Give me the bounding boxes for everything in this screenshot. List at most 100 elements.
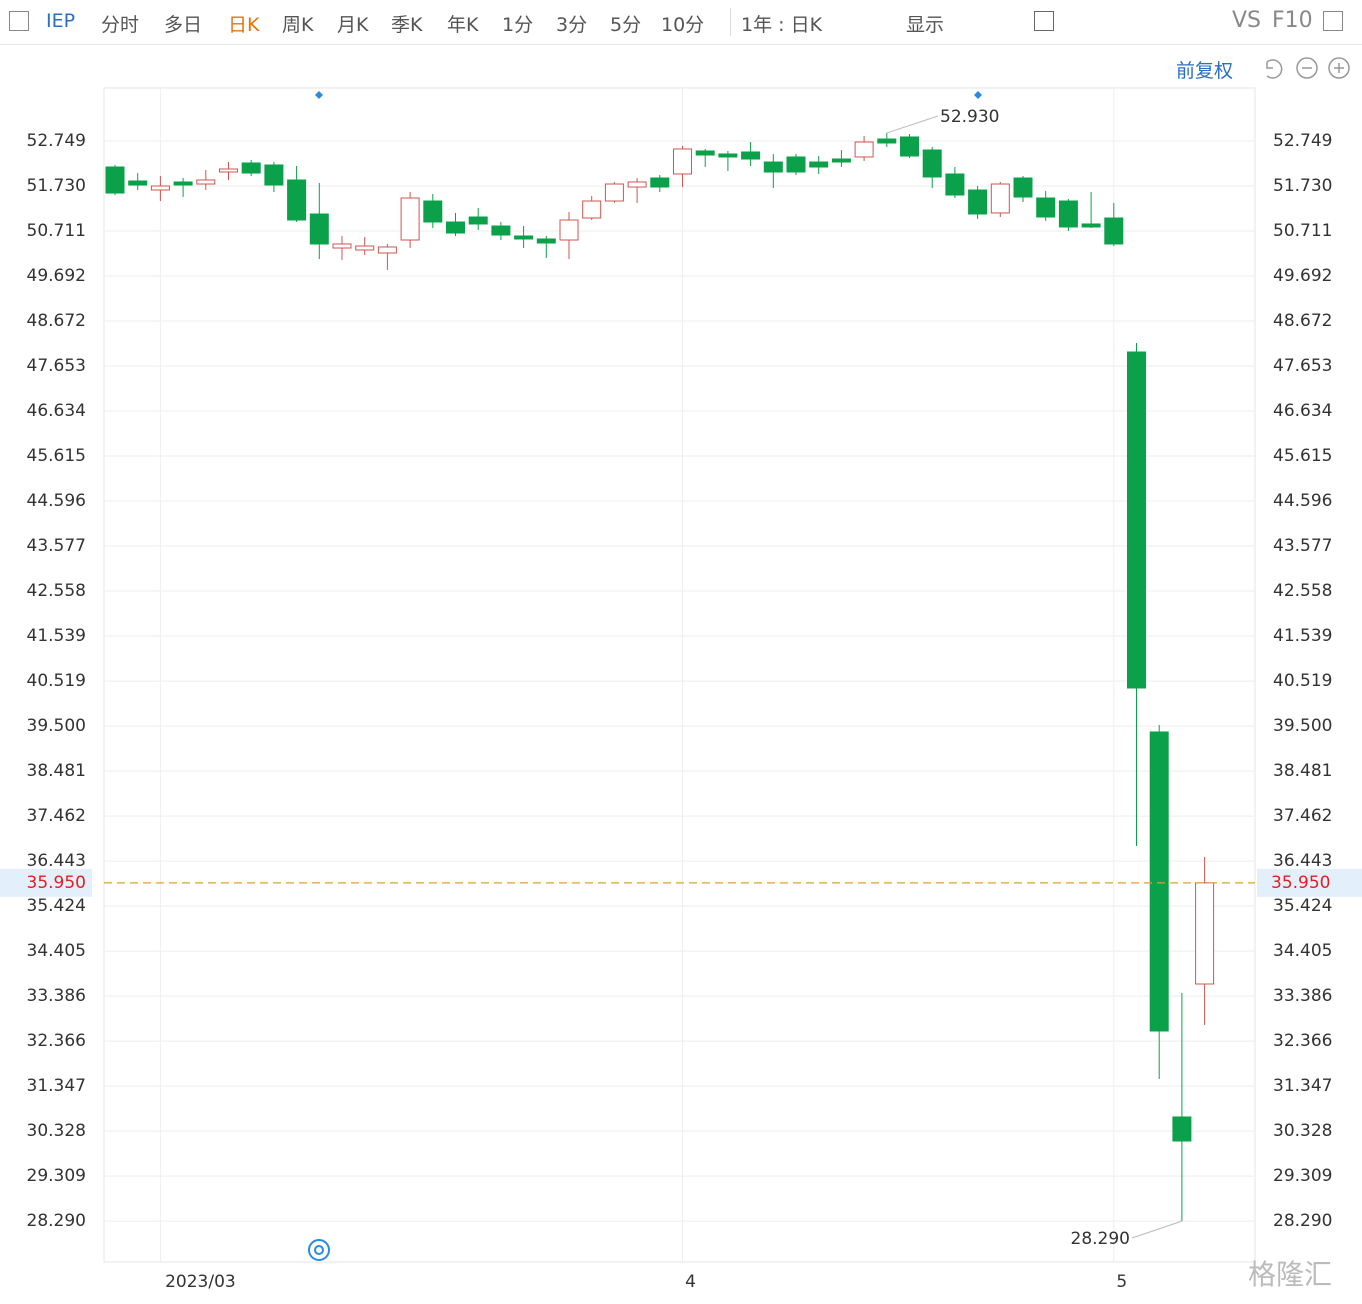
y-tick-label: 41.539: [27, 626, 86, 646]
candle-body: [196, 179, 216, 185]
y-tick-label-right: 48.672: [1273, 311, 1332, 331]
y-tick-label: 48.672: [27, 311, 86, 331]
candle-body: [219, 168, 238, 173]
period-tab[interactable]: 分时: [101, 14, 140, 36]
event-marker[interactable]: [315, 91, 323, 99]
candle-body: [287, 179, 307, 221]
candle-body: [514, 235, 534, 240]
candle-body: [491, 225, 511, 236]
y-tick-label-right: 28.290: [1273, 1211, 1332, 1231]
y-tick-label: 51.730: [27, 176, 86, 196]
x-tick-label: 2023/03: [165, 1272, 236, 1292]
candle-body: [400, 197, 420, 241]
y-tick-label: 32.366: [27, 1031, 86, 1051]
y-tick-label-right: 31.347: [1273, 1076, 1332, 1096]
period-tab[interactable]: 周K: [282, 14, 314, 36]
y-tick-label: 35.424: [27, 896, 86, 916]
y-tick-label: 31.347: [27, 1076, 86, 1096]
min-leader: [1131, 1220, 1183, 1239]
candle-body: [105, 166, 125, 194]
candle-body: [536, 238, 556, 244]
sidebar-toggle[interactable]: [9, 11, 29, 31]
candle-body: [990, 183, 1010, 214]
adjust-button[interactable]: 前复权: [1176, 60, 1234, 82]
candle-body: [264, 164, 284, 186]
y-tick-label: 36.443: [27, 851, 86, 871]
plot-frame: [103, 87, 1256, 1263]
zoom-in[interactable]: [1328, 57, 1350, 79]
price-tag-bg: [1257, 868, 1362, 897]
candle-body: [1058, 200, 1078, 228]
candle-body: [900, 136, 919, 157]
y-tick-label-right: 43.577: [1273, 536, 1332, 556]
y-tick-label-right: 35.424: [1273, 896, 1332, 916]
event-marker[interactable]: [974, 91, 982, 99]
y-tick-label-right: 45.615: [1273, 446, 1332, 466]
candle-body: [673, 148, 692, 175]
zoom-out[interactable]: [1296, 57, 1318, 79]
candle-body: [377, 246, 397, 254]
y-tick-label-right: 39.500: [1273, 716, 1332, 736]
candle-body: [809, 161, 829, 168]
period-tab[interactable]: 5分: [610, 14, 642, 36]
display-menu[interactable]: 显示: [906, 14, 945, 36]
panel-toggle[interactable]: [1323, 11, 1343, 31]
max-leader: [886, 115, 939, 134]
y-tick-label-right: 44.596: [1273, 491, 1332, 511]
chart-controls: [1266, 57, 1350, 79]
zoom-in-icon: [1334, 63, 1344, 73]
current-price-label-right: 35.950: [1271, 873, 1330, 893]
candle-body: [1081, 223, 1101, 228]
candle-body: [332, 243, 352, 249]
y-tick-label: 44.596: [27, 491, 86, 511]
candle-body: [446, 221, 465, 234]
candle-body: [1036, 197, 1056, 218]
period-tab[interactable]: 3分: [556, 14, 588, 36]
y-tick-label-right: 40.519: [1273, 671, 1332, 691]
period-tab[interactable]: 10分: [661, 14, 705, 36]
period-tab[interactable]: 月K: [337, 14, 369, 36]
y-tick-label-right: 37.462: [1273, 806, 1332, 826]
y-tick-label-right: 29.309: [1273, 1166, 1332, 1186]
y-tick-label-right: 52.749: [1273, 131, 1332, 151]
candle-body: [831, 158, 851, 163]
y-tick-label-right: 49.692: [1273, 266, 1332, 286]
y-tick-label-right: 50.711: [1273, 221, 1332, 241]
y-tick-label-right: 46.634: [1273, 401, 1332, 421]
period-tab[interactable]: 年K: [447, 14, 479, 36]
candle-body: [582, 200, 602, 219]
f10-button[interactable]: F10: [1272, 8, 1313, 33]
period-tab[interactable]: 多日: [164, 14, 203, 36]
candle-body: [423, 200, 443, 223]
y-tick-label: 49.692: [27, 266, 86, 286]
undo-button[interactable]: [1266, 59, 1283, 79]
candle-body: [559, 219, 579, 241]
candle-body: [854, 141, 874, 158]
candle-body: [922, 149, 942, 178]
event-icon[interactable]: [308, 1239, 330, 1261]
y-tick-label: 38.481: [27, 761, 86, 781]
period-tab[interactable]: 日K: [228, 14, 260, 36]
candle-body: [695, 150, 715, 156]
period-tab[interactable]: 季K: [391, 14, 423, 36]
y-tick-label: 47.653: [27, 356, 86, 376]
y-tick-label: 43.577: [27, 536, 86, 556]
symbol[interactable]: IEP: [46, 10, 76, 32]
draw-box[interactable]: [1034, 11, 1054, 31]
period-tab[interactable]: 1分: [502, 14, 534, 36]
y-tick-label: 46.634: [27, 401, 86, 421]
y-tick-label: 30.328: [27, 1121, 86, 1141]
candle-body: [604, 183, 624, 202]
price-tag-bg: [0, 868, 92, 897]
candle-body: [627, 181, 647, 188]
y-tick-label-right: 51.730: [1273, 176, 1332, 196]
candle-body: [309, 213, 329, 245]
candle-body: [718, 153, 738, 158]
y-tick-label-right: 47.653: [1273, 356, 1332, 376]
x-tick-label: 4: [685, 1272, 696, 1292]
y-tick-label-right: 32.366: [1273, 1031, 1332, 1051]
vs-button[interactable]: VS: [1232, 8, 1262, 33]
range-select[interactable]: 1年 : 日K: [741, 14, 823, 36]
